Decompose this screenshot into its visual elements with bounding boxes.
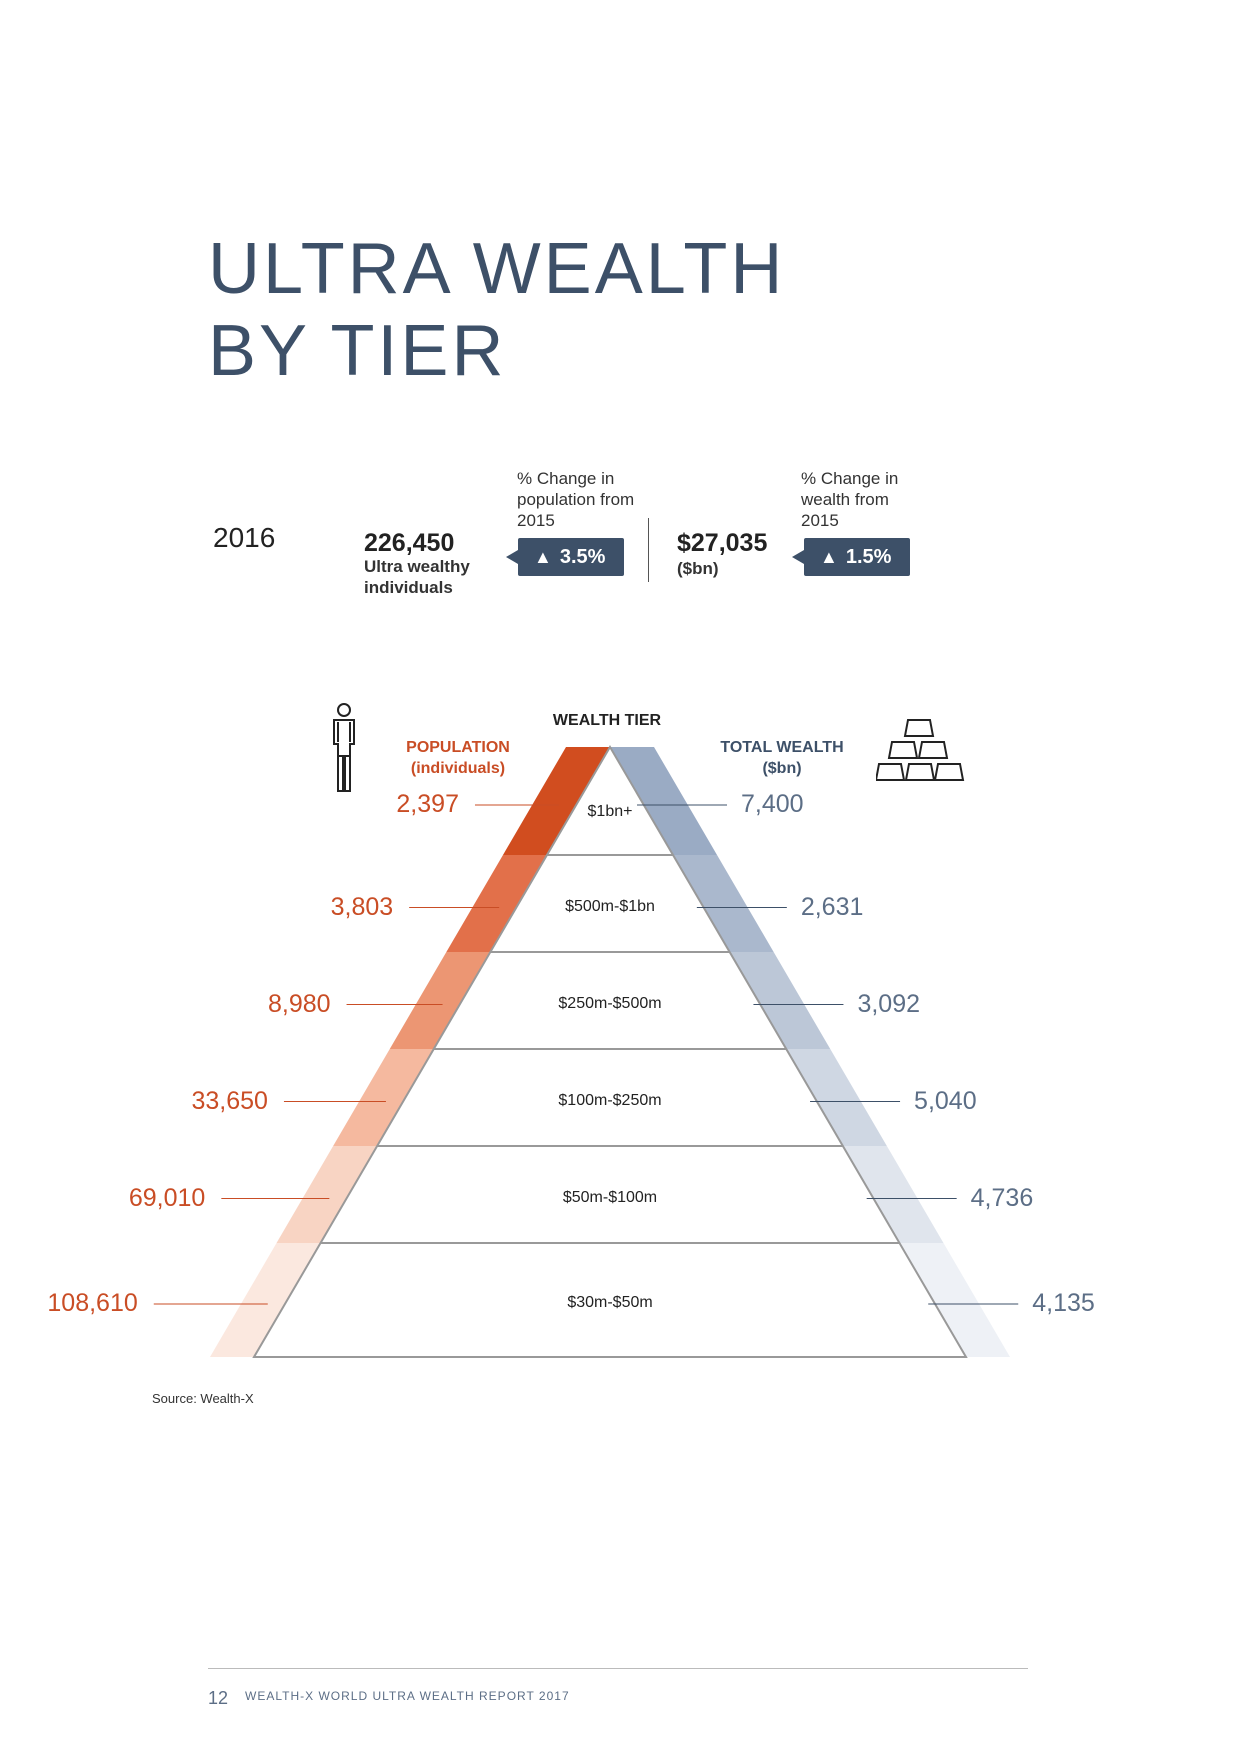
wealth-value-3: 3,092	[857, 989, 920, 1018]
population-header-title: POPULATION	[406, 739, 510, 756]
wealth-change-badge: ▲ 1.5%	[792, 538, 910, 576]
tier-label-4: $100m-$250m	[558, 1091, 662, 1109]
population-value-4: 33,650	[191, 1086, 268, 1115]
population-band	[446, 855, 547, 952]
page-title: ULTRA WEALTH BY TIER	[208, 228, 785, 392]
wealth-value-1: 7,400	[741, 790, 804, 818]
wealth-header: TOTAL WEALTH ($bn)	[702, 737, 862, 779]
pop-change-badge: ▲ 3.5%	[506, 538, 624, 576]
footer-text: WEALTH-X WORLD ULTRA WEALTH REPORT 2017	[245, 1689, 570, 1703]
tier-label-5: $50m-$100m	[562, 1188, 658, 1206]
population-value: 226,450	[364, 529, 455, 557]
wealth-band	[729, 952, 831, 1049]
population-label: Ultra wealthy individuals	[364, 557, 470, 597]
pop-change-label: % Change in population from 2015	[517, 469, 635, 530]
population-value-2: 3,803	[330, 892, 394, 921]
year-label: 2016	[213, 522, 276, 553]
wealth-value-6: 4,135	[1032, 1289, 1095, 1317]
population-header: POPULATION (individuals)	[388, 737, 528, 779]
divider	[648, 518, 649, 582]
footer-divider	[208, 1668, 1028, 1669]
population-value-6: 108,610	[47, 1289, 138, 1317]
population-value-3: 8,980	[267, 989, 331, 1018]
tier-label-2: $500m-$1bn	[565, 897, 655, 915]
wealth-band	[610, 747, 718, 855]
tier-label-1: $1bn+	[587, 803, 633, 820]
wealth-band	[673, 855, 774, 952]
wealth-value-5: 4,736	[970, 1183, 1034, 1212]
wealth-band	[842, 1146, 944, 1243]
wealth-unit: ($bn)	[677, 559, 719, 578]
gold-bars-icon	[876, 719, 965, 781]
wealth-band	[786, 1049, 887, 1146]
title-line-1: ULTRA WEALTH	[208, 229, 786, 309]
population-band	[276, 1146, 378, 1243]
tier-header: WEALTH TIER	[552, 712, 662, 729]
source-note: Source: Wealth-X	[152, 1391, 254, 1406]
wealth-value-2: 2,631	[800, 892, 864, 921]
population-band	[502, 747, 610, 855]
wealth-header-unit: ($bn)	[762, 760, 802, 777]
population-header-unit: (individuals)	[410, 760, 506, 777]
person-icon	[333, 703, 355, 792]
wealth-header-title: TOTAL WEALTH	[720, 739, 844, 756]
pop-change-value: 3.5%	[559, 546, 606, 568]
wealth-value: $27,035	[677, 529, 768, 557]
arrow-up-icon: ▲	[534, 547, 552, 567]
tier-label-6: $30m-$50m	[567, 1294, 653, 1311]
wealth-band	[899, 1243, 1010, 1357]
tier-label-3: $250m-$500m	[558, 994, 662, 1012]
population-band	[333, 1049, 434, 1146]
population-band	[389, 952, 491, 1049]
page-number: 12	[208, 1688, 229, 1708]
wealth-change-label: % Change in wealth from 2015	[801, 469, 899, 530]
pyramid-outline	[252, 745, 968, 1358]
population-value-5: 69,010	[128, 1183, 206, 1212]
population-value-1: 2,397	[396, 790, 459, 818]
wealth-change-value: 1.5%	[845, 546, 892, 568]
arrow-up-icon: ▲	[820, 547, 838, 567]
wealth-value-4: 5,040	[914, 1086, 977, 1115]
title-line-2: BY TIER	[208, 311, 507, 391]
population-band	[210, 1243, 321, 1357]
